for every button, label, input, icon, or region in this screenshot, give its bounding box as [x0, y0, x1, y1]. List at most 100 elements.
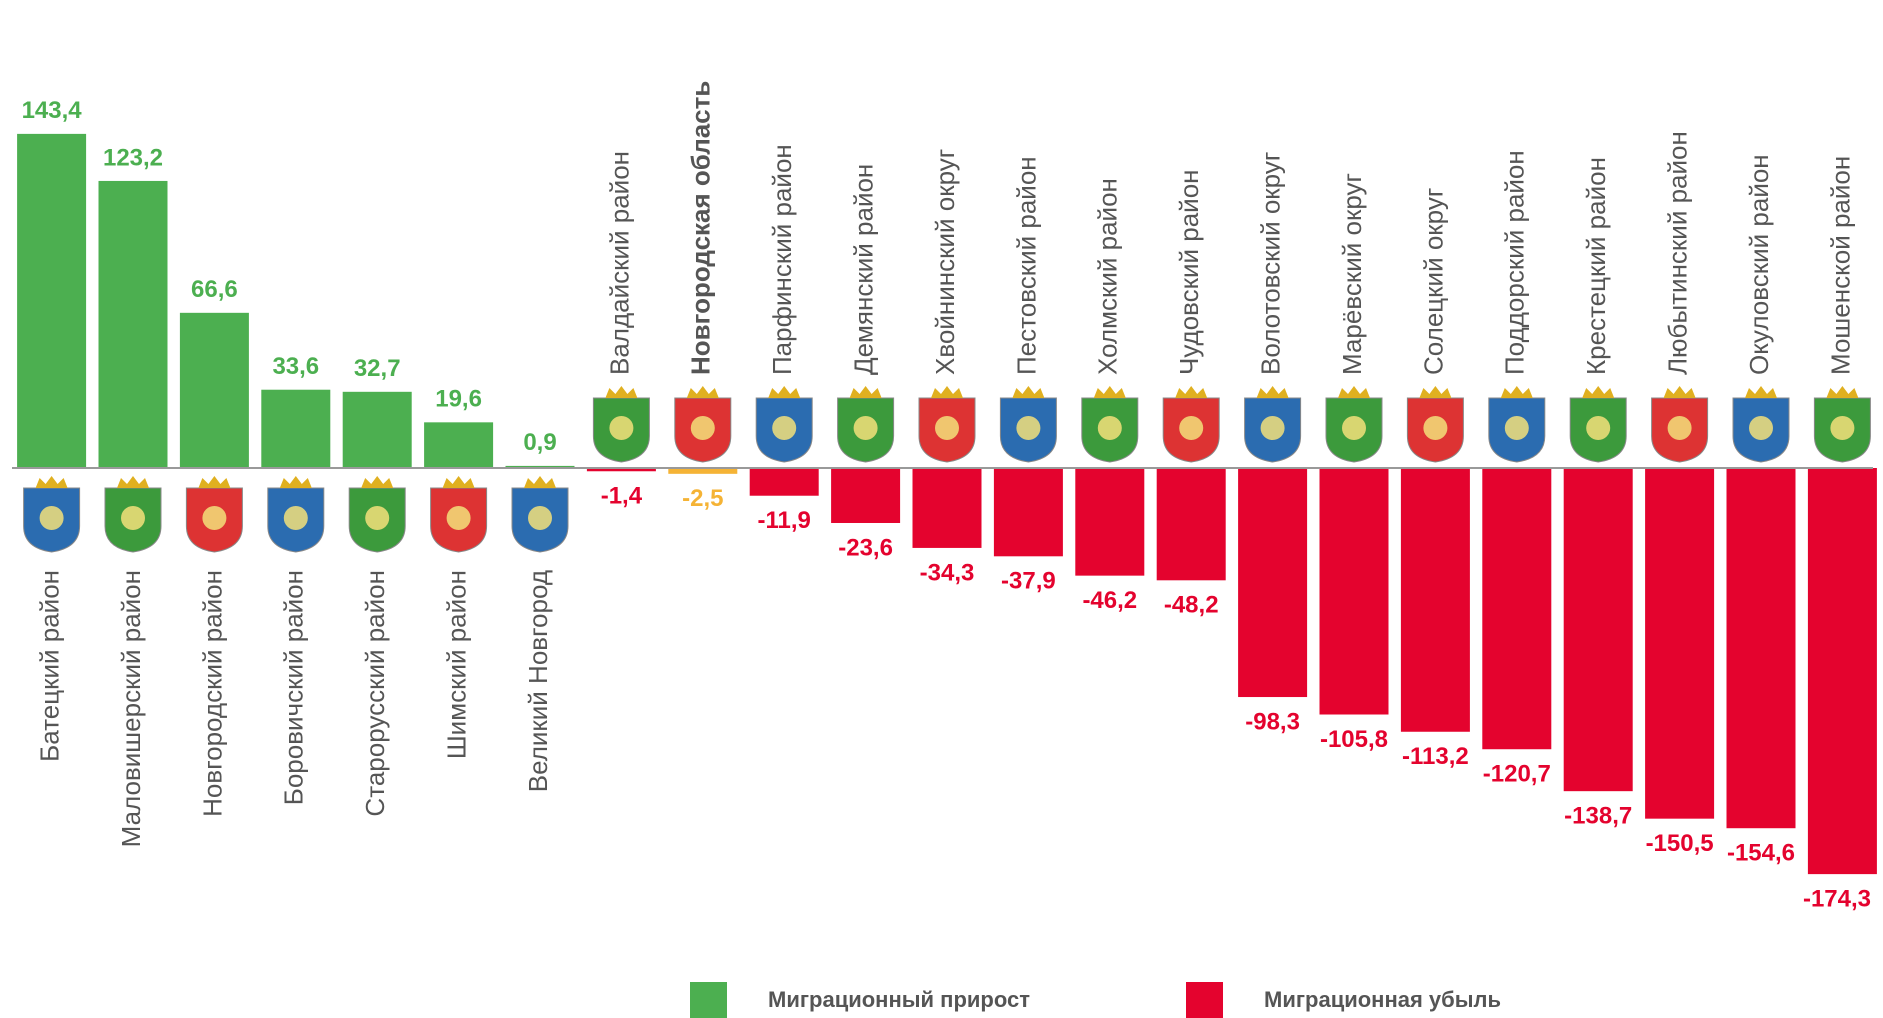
category-label: Марёвский округ [1337, 173, 1367, 375]
value-label: -46,2 [1082, 587, 1137, 614]
emblem [1651, 386, 1709, 463]
emblem-crown [442, 476, 475, 488]
value-label: -98,3 [1245, 708, 1300, 735]
emblem-figure [1342, 416, 1366, 440]
emblem [23, 476, 81, 553]
emblem-figure [690, 416, 715, 440]
bar [1319, 468, 1389, 715]
emblem [1244, 386, 1302, 463]
emblem-figure [365, 506, 390, 530]
bar [1156, 468, 1226, 581]
category-label: Батецкий район [34, 570, 64, 762]
category-label: Окуловский район [1744, 154, 1774, 375]
emblem-crown [768, 386, 801, 398]
emblem [1488, 386, 1546, 463]
category-label: Новгородская область [686, 81, 716, 375]
emblem [1732, 386, 1790, 463]
category-label: Великий Новгород [523, 570, 553, 792]
value-label: 0,9 [523, 429, 556, 456]
category-label: Парфинский район [767, 144, 797, 375]
emblem [104, 476, 162, 553]
emblem-figure [935, 416, 959, 440]
category-label: Демянский район [848, 164, 878, 375]
emblem-crown [1093, 386, 1126, 398]
emblem-crown [1745, 386, 1777, 398]
category-label: Пестовский район [1011, 156, 1041, 375]
emblem-crown [1500, 386, 1533, 398]
emblem [185, 476, 243, 553]
emblem [511, 476, 569, 553]
emblem-figure [1097, 416, 1122, 440]
value-label: -2,5 [682, 485, 723, 512]
emblem [999, 386, 1057, 463]
emblem-figure [1667, 416, 1692, 440]
category-label: Волотовский округ [1255, 152, 1285, 375]
value-label: -34,3 [920, 559, 975, 586]
emblem-figure [446, 506, 471, 530]
category-label: Новгородский район [197, 570, 227, 817]
emblem-crown [279, 476, 312, 488]
emblem-crown [198, 476, 231, 488]
category-label: Мошенской район [1825, 156, 1855, 375]
emblem [430, 476, 488, 553]
emblem-figure [772, 416, 797, 440]
emblem-figure [283, 506, 308, 530]
emblem-crown [1256, 386, 1289, 398]
emblem-crown [1663, 386, 1696, 398]
emblem-figure [853, 416, 878, 440]
legend-swatch [690, 982, 727, 1018]
value-label: -174,3 [1803, 885, 1871, 912]
emblem [837, 386, 895, 463]
emblem-figure [202, 506, 227, 530]
value-label: 19,6 [435, 386, 482, 413]
value-label: -11,9 [758, 507, 811, 534]
value-label: -23,6 [838, 534, 893, 561]
emblem-figure [1423, 416, 1448, 440]
bar [586, 468, 656, 472]
value-label: -48,2 [1164, 592, 1219, 619]
emblem [1406, 386, 1464, 463]
emblem-crown [1175, 386, 1208, 398]
emblem-crown [1826, 386, 1859, 398]
emblem [674, 386, 732, 463]
category-label: Боровичский район [279, 570, 309, 805]
bar [1400, 468, 1470, 732]
emblem-figure [1586, 416, 1611, 440]
category-label: Хвойнинский округ [930, 149, 960, 375]
bar [98, 180, 168, 468]
category-label: Шимский район [441, 570, 471, 759]
value-label: -113,2 [1402, 743, 1469, 770]
category-label: Чудовский район [1174, 169, 1204, 375]
emblem [755, 386, 813, 463]
emblem-figure [1504, 416, 1529, 440]
category-label: Старорусский район [360, 570, 390, 817]
emblem [1162, 386, 1220, 463]
emblem-figure [39, 506, 64, 530]
category-label: Холмский район [1093, 178, 1123, 375]
legend-label: Миграционная убыль [1264, 987, 1501, 1012]
emblem-crown [605, 386, 638, 398]
emblem [592, 386, 650, 463]
emblem-crown [849, 386, 882, 398]
bar [261, 389, 331, 468]
category-label: Любытинский район [1662, 131, 1692, 375]
emblem [1569, 386, 1627, 463]
category-label: Солецкий округ [1418, 188, 1448, 375]
bar [17, 133, 87, 469]
emblem-crown [1338, 386, 1370, 398]
emblem [918, 386, 976, 463]
emblem [348, 476, 406, 553]
emblem-figure [1260, 416, 1285, 440]
bar [993, 468, 1063, 557]
category-label: Маловишерский район [116, 570, 146, 847]
bar [342, 391, 412, 468]
emblem-crown [35, 476, 68, 488]
emblem-crown [931, 386, 963, 398]
category-label: Валдайский район [604, 151, 634, 375]
emblem [1813, 386, 1871, 463]
emblem-crown [524, 476, 556, 488]
value-label: -154,6 [1727, 840, 1795, 867]
value-label: 32,7 [354, 355, 401, 382]
value-label: -120,7 [1483, 761, 1551, 788]
